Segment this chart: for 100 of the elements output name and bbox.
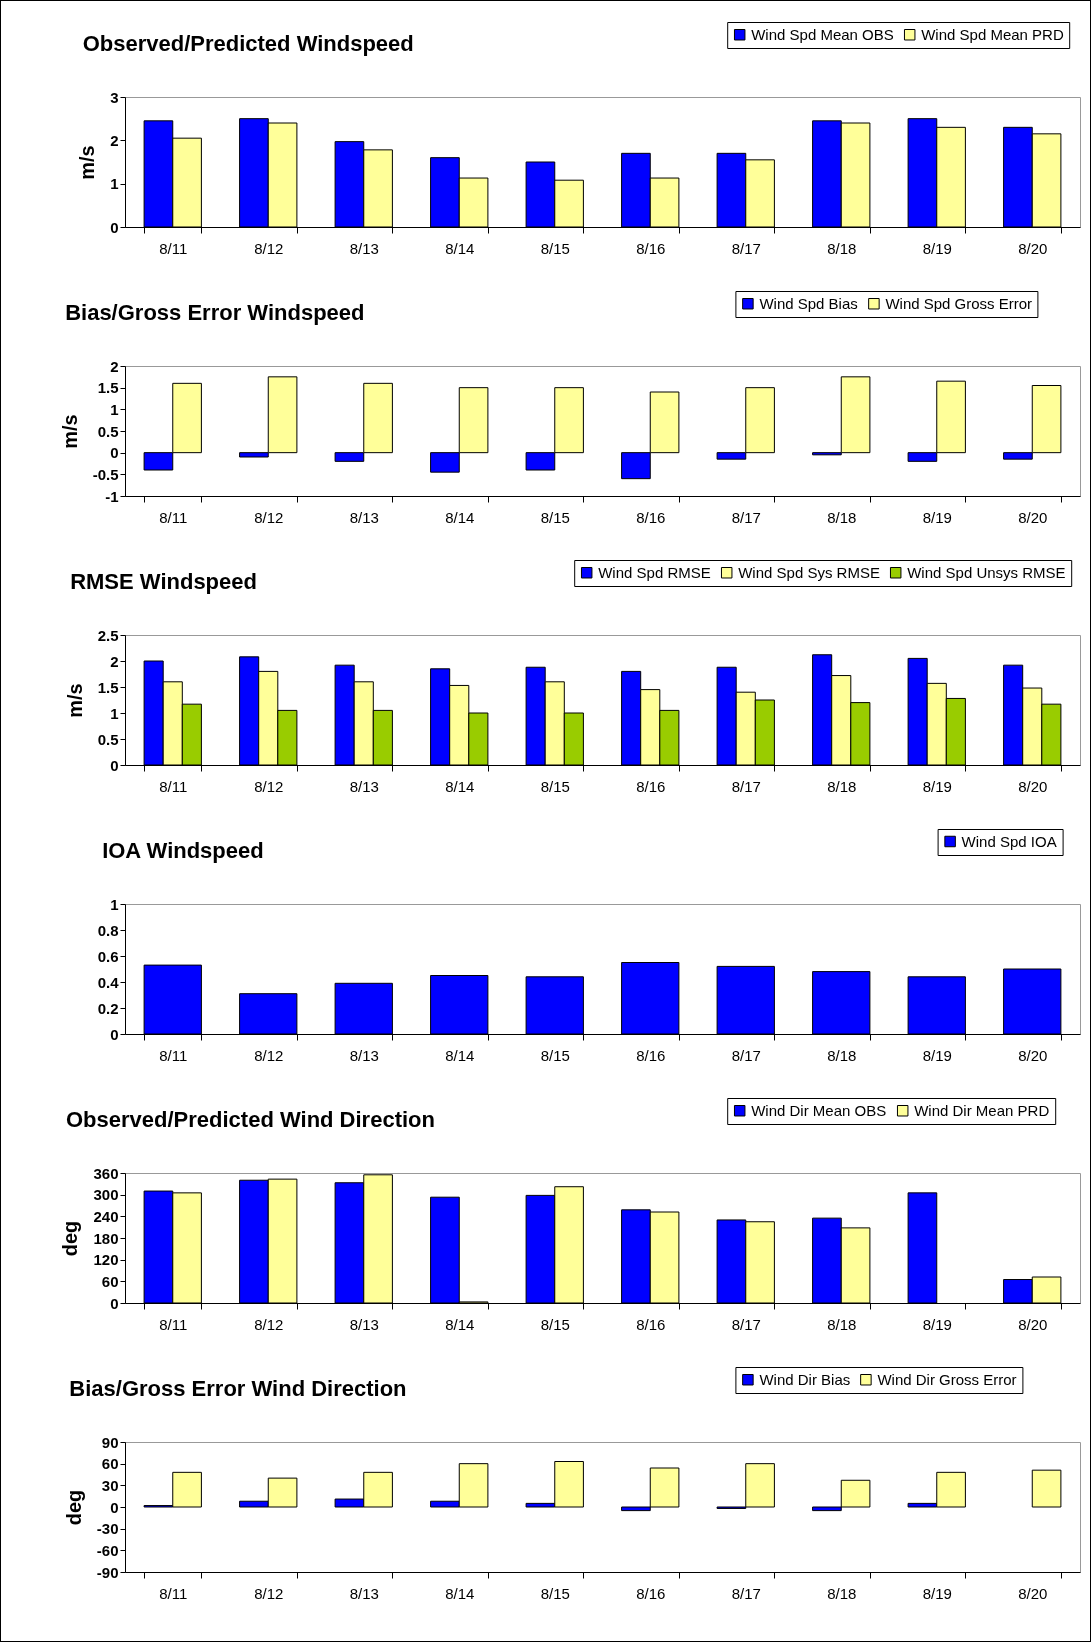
x-tick-label: 8/19 (922, 1315, 952, 1333)
x-tick-label: 8/19 (922, 508, 952, 526)
y-tick-label: 2 (110, 652, 119, 670)
x-tick-label: 8/18 (827, 508, 857, 526)
x-tick-label: 8/12 (254, 1315, 284, 1333)
x-tick-label: 8/16 (636, 1315, 666, 1333)
y-axis-title: deg (62, 1489, 85, 1526)
y-tick-label: 0 (110, 1294, 119, 1312)
x-tick-label: 8/17 (731, 508, 761, 526)
x-tick-label: 8/13 (349, 1315, 379, 1333)
x-tick-label: 8/12 (254, 1046, 284, 1064)
x-tick-label: 8/13 (349, 777, 379, 795)
y-tick-label: 30 (101, 1476, 119, 1494)
x-tick-label: 8/14 (445, 508, 475, 526)
y-tick-label: 0.5 (97, 730, 119, 748)
y-tick-label: 0.5 (97, 422, 119, 440)
y-axis-title: deg (59, 1220, 82, 1257)
chart-title: Observed/Predicted Wind Direction (65, 1106, 435, 1132)
legend-label: Wind Spd Mean OBS (751, 25, 894, 43)
chart-title: Observed/Predicted Windspeed (82, 30, 414, 56)
y-axis-title: m/s (58, 414, 81, 449)
y-axis-title: m/s (76, 145, 99, 180)
legend-label: Wind Dir Mean PRD (914, 1101, 1050, 1119)
x-tick-label: 8/13 (349, 1046, 379, 1064)
y-tick-label: 0 (110, 1498, 119, 1516)
x-tick-label: 8/15 (540, 1315, 570, 1333)
y-tick-label: 0 (110, 1025, 119, 1043)
y-tick-label: 0 (110, 218, 119, 236)
legend-label: Wind Dir Bias (759, 1370, 851, 1388)
x-tick-label: 8/11 (159, 1046, 188, 1064)
x-tick-label: 8/12 (254, 239, 284, 257)
x-tick-label: 8/15 (540, 239, 570, 257)
x-tick-label: 8/17 (731, 239, 761, 257)
x-tick-label: 8/14 (445, 1584, 475, 1602)
x-tick-label: 8/12 (254, 777, 284, 795)
x-tick-label: 8/14 (445, 1046, 475, 1064)
x-tick-label: 8/12 (254, 1584, 284, 1602)
legend-label: Wind Spd Bias (759, 294, 858, 312)
x-tick-label: 8/14 (445, 1315, 475, 1333)
y-tick-label: 1.5 (97, 678, 119, 696)
x-tick-label: 8/16 (636, 508, 666, 526)
x-tick-label: 8/14 (445, 239, 475, 257)
y-tick-label: 300 (93, 1186, 119, 1204)
legend-label: Wind Dir Mean OBS (751, 1101, 887, 1119)
y-tick-label: -30 (96, 1520, 119, 1538)
legend-label: Wind Spd Mean PRD (921, 25, 1064, 43)
x-tick-label: 8/11 (159, 1315, 188, 1333)
bar (1031, 1469, 1062, 1508)
y-tick-label: 1.5 (97, 379, 119, 397)
x-tick-label: 8/15 (540, 508, 570, 526)
x-tick-label: 8/17 (731, 777, 761, 795)
chart-title: Bias/Gross Error Wind Direction (69, 1375, 407, 1401)
legend-label: Wind Spd Gross Error (885, 294, 1033, 312)
x-tick-label: 8/11 (159, 508, 188, 526)
x-tick-label: 8/16 (636, 1584, 666, 1602)
legend-label: Wind Spd IOA (961, 832, 1057, 850)
chart-title: RMSE Windspeed (70, 568, 257, 594)
x-tick-label: 8/20 (1018, 508, 1048, 526)
x-tick-label: 8/13 (349, 1584, 379, 1602)
y-tick-label: 0.4 (97, 973, 120, 991)
y-tick-label: 0.2 (97, 999, 119, 1017)
y-tick-label: 1 (110, 400, 119, 418)
x-tick-label: 8/18 (827, 777, 857, 795)
y-tick-label: 0 (110, 756, 119, 774)
legend-label: Wind Spd Unsys RMSE (907, 563, 1066, 581)
legend-label: Wind Spd RMSE (598, 563, 711, 581)
x-tick-label: 8/18 (827, 239, 857, 257)
x-tick-label: 8/17 (731, 1584, 761, 1602)
x-tick-label: 8/18 (827, 1315, 857, 1333)
x-tick-label: 8/13 (349, 508, 379, 526)
x-tick-label: 8/15 (540, 1046, 570, 1064)
x-tick-label: 8/15 (540, 1584, 570, 1602)
y-tick-label: 3 (110, 88, 119, 106)
x-tick-label: 8/14 (445, 777, 475, 795)
x-tick-label: 8/19 (922, 1584, 952, 1602)
x-tick-label: 8/18 (827, 1584, 857, 1602)
y-tick-label: 2 (110, 131, 119, 149)
y-tick-label: 60 (101, 1455, 119, 1473)
chart-title: IOA Windspeed (102, 837, 264, 863)
x-tick-label: 8/19 (922, 777, 952, 795)
x-tick-label: 8/20 (1018, 1584, 1048, 1602)
y-tick-label: 2.5 (97, 626, 119, 644)
x-tick-label: 8/16 (636, 1046, 666, 1064)
x-tick-label: 8/20 (1018, 1046, 1048, 1064)
y-tick-label: -90 (96, 1563, 119, 1581)
y-tick-label: 1 (110, 895, 119, 913)
x-tick-label: 8/13 (349, 239, 379, 257)
x-tick-label: 8/11 (159, 1584, 188, 1602)
x-tick-label: 8/16 (636, 777, 666, 795)
x-tick-label: 8/19 (922, 239, 952, 257)
x-tick-label: 8/12 (254, 508, 284, 526)
y-tick-label: -60 (96, 1541, 119, 1559)
y-tick-label: 1 (110, 704, 119, 722)
x-tick-label: 8/17 (731, 1046, 761, 1064)
legend-label: Wind Spd Sys RMSE (738, 563, 880, 581)
y-tick-label: 120 (93, 1251, 119, 1269)
x-tick-label: 8/16 (636, 239, 666, 257)
y-tick-label: 1 (110, 175, 119, 193)
y-tick-label: -0.5 (92, 465, 119, 483)
y-tick-label: 90 (101, 1433, 119, 1451)
